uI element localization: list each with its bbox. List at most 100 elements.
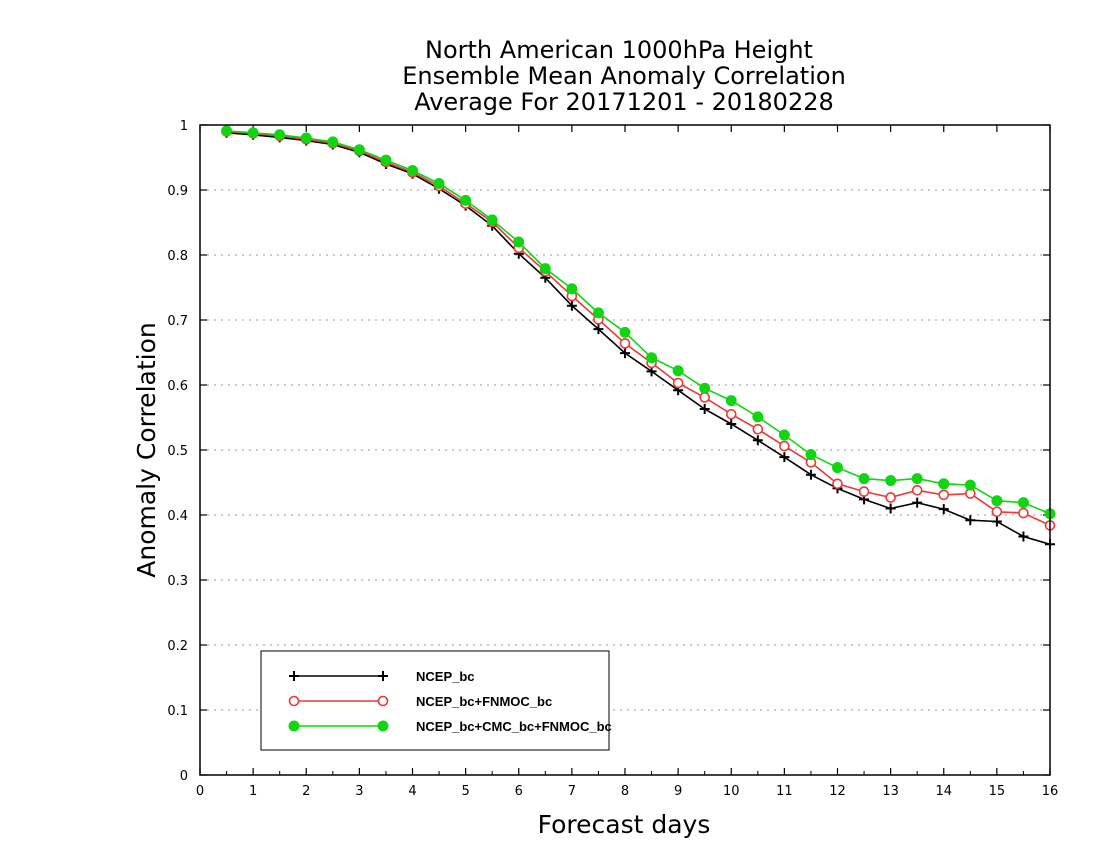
- data-point: [380, 154, 392, 166]
- y-tick-label: 0.8: [167, 249, 188, 264]
- data-point: [672, 377, 684, 389]
- y-tick-label: 0: [180, 769, 188, 784]
- x-tick-label: 1: [249, 784, 257, 799]
- data-point: [991, 495, 1003, 507]
- data-point: [778, 429, 790, 441]
- chart-title-line-3: Average For 20171201 - 20180228: [414, 88, 834, 116]
- data-point: [699, 382, 711, 394]
- data-point: [620, 348, 630, 359]
- x-tick-label: 0: [196, 784, 204, 799]
- y-tick-label: 0.1: [167, 704, 188, 719]
- chart-title-line-1: North American 1000hPa Height: [425, 36, 813, 64]
- data-point: [885, 503, 896, 514]
- data-point: [513, 236, 525, 248]
- x-tick-label: 9: [674, 784, 682, 799]
- data-point: [353, 144, 365, 156]
- legend-marker: [377, 720, 389, 732]
- data-point: [592, 307, 604, 319]
- data-point: [566, 283, 578, 295]
- series-line: [226, 132, 1051, 546]
- data-point: [752, 423, 764, 435]
- data-point: [911, 473, 923, 485]
- data-point: [938, 478, 950, 490]
- legend-marker: [377, 695, 389, 707]
- legend-label: NCEP_bc+FNMOC_bc: [416, 694, 552, 709]
- y-tick-label: 0.3: [167, 574, 188, 589]
- data-point: [858, 486, 870, 497]
- data-point: [672, 365, 684, 377]
- legend-entries: NCEP_bc NCEP_bc+FNMOC_bc NCEP_bc+CMC_bc+FN…: [288, 669, 612, 734]
- legend: NCEP_bc NCEP_bc+FNMOC_bc NCEP_bc+CMC_bc+FN…: [260, 650, 612, 751]
- data-point: [646, 352, 658, 364]
- data-point: [752, 411, 764, 423]
- legend-label: NCEP_bc: [416, 669, 475, 684]
- y-tick-label: 0.9: [167, 184, 188, 199]
- data-point: [991, 516, 1002, 527]
- y-tick-label: 1: [180, 119, 188, 134]
- x-tick-label: 5: [461, 784, 469, 799]
- x-tick-label: 15: [989, 784, 1006, 799]
- data-point: [300, 132, 312, 144]
- x-tick-label: 16: [1042, 784, 1059, 799]
- data-point: [725, 395, 737, 407]
- x-tick-label: 12: [829, 784, 846, 799]
- legend-entry-2: NCEP_bc+CMC_bc+FNMOC_bc: [288, 719, 612, 734]
- x-tick-label: 14: [935, 784, 952, 799]
- data-point: [327, 136, 339, 148]
- data-point: [805, 469, 816, 480]
- data-point: [805, 449, 817, 461]
- data-point: [752, 435, 763, 446]
- data-point: [407, 165, 418, 176]
- data-point: [1018, 507, 1029, 519]
- data-point: [779, 440, 790, 452]
- x-tick-label: 2: [302, 784, 310, 799]
- data-point: [433, 178, 445, 189]
- legend-marker: [378, 671, 388, 681]
- legend-marker: [288, 720, 300, 732]
- x-tick-label: 13: [882, 784, 899, 799]
- legend-marker: [289, 671, 299, 681]
- data-point: [965, 515, 976, 526]
- data-point: [964, 479, 976, 491]
- x-tick-label: 7: [568, 784, 576, 799]
- x-tick-label: 6: [515, 784, 523, 799]
- y-tick-label: 0.5: [167, 444, 188, 459]
- series-2: [221, 125, 1056, 520]
- legend-entry-0: NCEP_bc: [289, 669, 475, 684]
- data-point: [486, 214, 498, 226]
- data-point: [858, 473, 870, 485]
- plot-frame: [199, 124, 1051, 776]
- data-point: [885, 475, 897, 487]
- x-axis-label: Forecast days: [538, 810, 711, 839]
- x-tick-label: 10: [723, 784, 740, 799]
- data-point: [1018, 531, 1029, 542]
- data-point: [247, 127, 259, 139]
- legend-marker: [288, 695, 300, 707]
- x-tick-label: 4: [408, 784, 416, 799]
- data-point: [274, 129, 286, 141]
- data-point: [938, 489, 950, 501]
- data-point: [619, 338, 631, 349]
- data-point: [1017, 497, 1029, 509]
- data-point: [938, 504, 949, 515]
- data-point: [566, 300, 577, 311]
- data-point: [593, 324, 604, 335]
- axis-ticks: 00.10.20.30.40.50.60.70.80.910 1 2 3 4 5 6 7 8 9 1…: [167, 119, 1058, 799]
- x-tick-label: 3: [355, 784, 363, 799]
- legend-label: NCEP_bc+CMC_bc+FNMOC_bc: [416, 719, 612, 734]
- data-point: [699, 392, 710, 403]
- series-lines: [221, 125, 1056, 550]
- data-point: [911, 484, 923, 496]
- data-point: [779, 452, 790, 463]
- chart-title-line-2: Ensemble Mean Anomaly Correlation: [402, 62, 846, 90]
- x-tick-label: 8: [621, 784, 629, 799]
- x-tick-label: 11: [776, 784, 793, 799]
- data-point: [699, 404, 710, 415]
- data-point: [991, 506, 1003, 518]
- data-point: [539, 263, 551, 275]
- data-point: [912, 497, 923, 508]
- y-tick-label: 0.7: [167, 314, 188, 329]
- data-point: [725, 408, 737, 420]
- data-point: [832, 462, 843, 474]
